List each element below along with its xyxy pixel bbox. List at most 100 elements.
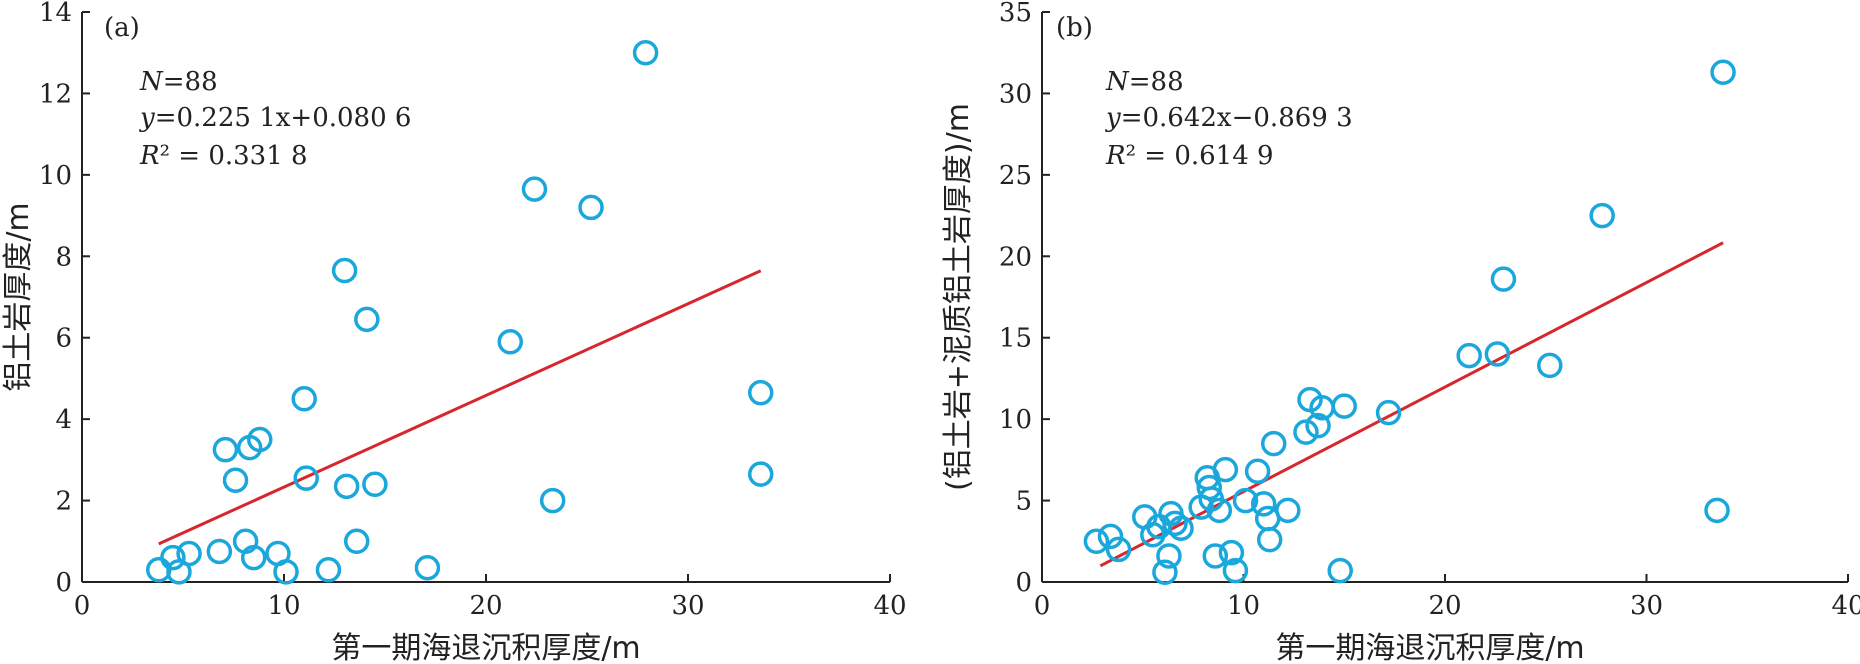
data-point-a-23 [521,176,548,202]
fit-line-group-b [1099,241,1724,568]
data-point-b-16 [1206,497,1233,524]
data-point-b-9 [1162,510,1188,537]
data-point-b-24 [1256,526,1283,553]
y-axis-title-b: (铝土岩+泥质铝土岩厚度)/m [941,103,976,491]
y-tick-label-a-4: 8 [55,242,72,272]
data-point-b-38 [1589,202,1615,229]
y-tick-label-b-4: 20 [999,242,1032,272]
y-tick-label-b-5: 25 [999,161,1032,191]
x-axis-title-a: 第一期海退沉积厚度/m [331,631,640,664]
data-point-a-22 [497,329,523,355]
y-tick-label-a-2: 4 [55,405,72,435]
chart-panel-a: 0 10 20 30 40 0 2 4 6 8 10 12 14 (a) N=88 y=0.225 1x… [1,0,907,664]
data-point-a-20 [362,471,388,498]
data-point-b-26 [1275,497,1301,524]
data-point-b-29 [1305,412,1331,439]
data-point-a-27 [747,379,774,406]
tick-group-a: 0 10 20 30 40 0 2 4 6 8 10 12 14 [39,0,907,621]
data-point-a-4 [206,538,233,565]
y-tick-label-b-1: 5 [1015,487,1032,517]
chart-panel-b: 0 10 20 30 40 0 5 10 15 20 25 30 35 (b) N=88 y=0.642… [941,0,1860,664]
data-point-a-21 [414,555,441,581]
y-tick-label-a-5: 10 [39,161,72,191]
data-point-b-31 [1327,557,1353,584]
stat-n-b: N=88 [1105,67,1184,97]
x-tick-label-a-1: 10 [267,591,300,621]
data-point-b-21 [1244,458,1271,485]
data-point-b-36 [1490,266,1517,292]
x-tick-label-b-1: 10 [1227,591,1260,621]
stat-equation-b: y=0.642x−0.869 3 [1105,103,1353,133]
data-point-a-10 [247,426,273,453]
data-point-b-13 [1196,474,1222,501]
data-point-a-13 [291,386,317,412]
x-tick-label-a-3: 30 [671,591,704,621]
data-point-a-1 [160,544,186,571]
x-tick-label-b-0: 0 [1034,591,1051,621]
data-points-a [146,39,774,585]
data-point-b-6 [1152,559,1178,585]
data-point-a-17 [333,473,360,500]
data-point-a-16 [331,257,358,284]
y-tick-label-a-3: 6 [55,324,72,354]
data-point-b-35 [1484,341,1511,367]
y-tick-label-b-3: 15 [999,324,1032,354]
data-point-b-20 [1232,487,1259,514]
data-point-a-26 [632,39,659,66]
data-point-b-40 [1710,59,1736,86]
data-point-b-32 [1331,393,1357,419]
stat-equation-a: y=0.225 1x+0.080 6 [139,103,411,133]
data-point-b-37 [1537,352,1563,379]
y-tick-label-b-2: 10 [999,405,1032,435]
data-point-a-14 [293,465,319,491]
data-point-a-12 [273,559,299,585]
data-point-b-22 [1250,491,1277,517]
data-point-a-3 [176,540,202,567]
data-point-a-19 [354,306,380,333]
x-tick-label-b-4: 40 [1831,591,1860,621]
fit-line-a [158,269,762,546]
fit-line-group-a [158,269,762,546]
data-point-b-15 [1202,543,1229,569]
data-point-b-39 [1704,497,1730,524]
data-points-b [1083,59,1736,585]
data-point-a-24 [539,487,566,514]
y-tick-label-b-6: 30 [999,79,1032,109]
data-point-b-2 [1105,536,1132,563]
data-point-a-5 [212,436,239,463]
x-tick-label-b-3: 30 [1630,591,1663,621]
fit-line-b [1099,241,1724,568]
data-point-b-27 [1293,419,1319,445]
data-point-a-18 [343,528,370,555]
stat-r2-a: R² = 0.331 8 [139,141,308,171]
x-tick-label-a-4: 40 [873,591,906,621]
data-point-b-1 [1097,523,1124,550]
data-point-b-18 [1218,539,1245,566]
data-point-a-9 [240,544,267,571]
y-axis-title-a: 铝土岩厚度/m [1,202,36,391]
data-point-b-17 [1212,456,1239,483]
panel-label-a: (a) [104,13,140,43]
data-point-b-25 [1260,430,1287,457]
y-tick-label-a-7: 14 [39,0,72,28]
data-point-b-7 [1156,543,1182,569]
y-tick-label-b-7: 35 [999,0,1032,28]
stat-n-a: N=88 [139,67,218,97]
stat-r2-b: R² = 0.614 9 [1105,141,1274,171]
data-point-b-0 [1083,528,1110,555]
data-point-a-28 [747,461,774,487]
y-tick-label-a-6: 12 [39,79,72,109]
y-tick-label-a-1: 2 [55,487,72,517]
data-point-b-10 [1168,515,1194,542]
panel-label-b: (b) [1056,13,1093,43]
y-tick-label-a-0: 0 [55,568,72,598]
data-point-a-15 [315,557,342,583]
data-point-b-34 [1456,342,1482,369]
x-tick-label-a-2: 20 [469,591,502,621]
data-point-b-19 [1222,557,1249,584]
x-tick-label-b-2: 20 [1428,591,1461,621]
data-point-a-6 [222,467,249,493]
y-tick-label-b-0: 0 [1015,568,1032,598]
tick-group-b: 0 10 20 30 40 0 5 10 15 20 25 30 35 [999,0,1860,621]
